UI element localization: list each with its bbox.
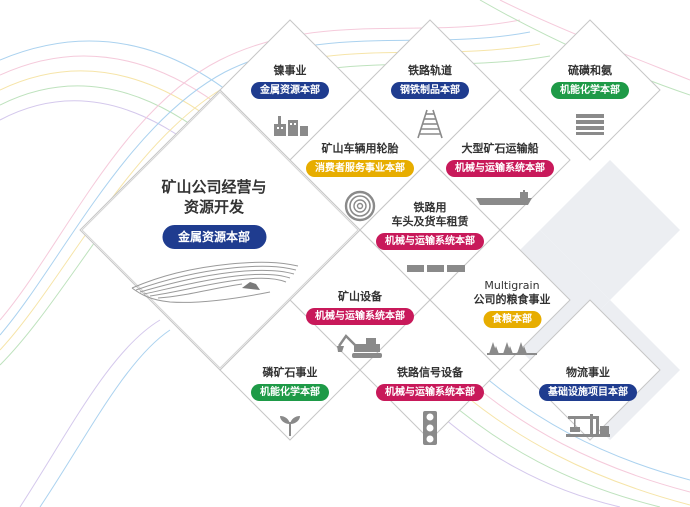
nickel-title: 镍事业 bbox=[273, 64, 307, 77]
rail-track-department-badge: 钢铁制品本部 bbox=[391, 82, 469, 99]
sulfur-department-badge: 机能化学本部 bbox=[551, 82, 629, 99]
excavator-icon bbox=[337, 334, 382, 358]
multigrain-department-badge: 食粮本部 bbox=[483, 311, 541, 328]
rail-signal-title: 铁路信号设备 bbox=[397, 366, 463, 379]
grain-field-icon bbox=[487, 342, 537, 355]
locomotive-department-badge: 机械与运输系统本部 bbox=[376, 233, 484, 250]
plant-icon bbox=[274, 116, 308, 136]
center-title-line1: 矿山公司经营与 bbox=[161, 178, 267, 196]
multigrain-cell: Multigrain 公司的粮食事业 食粮本部 bbox=[474, 279, 551, 328]
stacked-sheets-icon bbox=[576, 114, 604, 135]
logistics-cell: 物流事业 基础设施项目本部 bbox=[539, 366, 637, 401]
locomotive-title-line2: 车头及货车租赁 bbox=[391, 215, 469, 228]
train-icon bbox=[407, 265, 465, 272]
phosphate-title: 磷矿石事业 bbox=[262, 366, 318, 379]
multigrain-title-line1: Multigrain bbox=[484, 279, 540, 292]
sulfur-cell: 硫磺和氨 机能化学本部 bbox=[551, 64, 629, 99]
rail-signal-cell: 铁路信号设备 机械与运输系统本部 bbox=[376, 366, 484, 401]
phosphate-department-badge: 机能化学本部 bbox=[251, 384, 329, 401]
mining-equipment-title: 矿山设备 bbox=[338, 290, 382, 303]
center-title-line2: 资源开发 bbox=[183, 198, 245, 216]
traffic-signal-icon bbox=[423, 411, 437, 445]
locomotive-title-line1: 铁路用 bbox=[413, 201, 447, 214]
mining-equipment-department-badge: 机械与运输系统本部 bbox=[306, 308, 414, 325]
logistics-department-badge: 基础设施项目本部 bbox=[539, 384, 637, 401]
port-crane-icon bbox=[566, 414, 610, 437]
logistics-title: 物流事业 bbox=[566, 366, 610, 379]
sprout-icon bbox=[280, 416, 300, 436]
center-department-badge: 金属资源本部 bbox=[161, 225, 267, 249]
nickel-department-badge: 金属资源本部 bbox=[251, 82, 329, 99]
ore-ship-cell: 大型矿石运输船 机械与运输系统本部 bbox=[446, 142, 554, 177]
center-mining-cell: 矿山公司经营与 资源开发 金属资源本部 bbox=[161, 177, 267, 249]
ore-ship-department-badge: 机械与运输系统本部 bbox=[446, 160, 554, 177]
mining-equipment-cell: 矿山设备 机械与运输系统本部 bbox=[306, 290, 414, 325]
locomotive-cell: 铁路用 车头及货车租赁 机械与运输系统本部 bbox=[376, 201, 484, 250]
ore-ship-title: 大型矿石运输船 bbox=[461, 142, 539, 155]
ship-icon bbox=[476, 190, 532, 205]
tire-icon bbox=[344, 190, 376, 222]
mining-tires-department-badge: 消费者服务事业本部 bbox=[306, 160, 414, 177]
open-pit-mine-icon bbox=[131, 261, 299, 303]
sulfur-title: 硫磺和氨 bbox=[568, 64, 612, 77]
rail-signal-department-badge: 机械与运输系统本部 bbox=[376, 384, 484, 401]
rail-track-cell: 铁路轨道 钢铁制品本部 bbox=[391, 64, 469, 99]
mining-tires-title: 矿山车辆用轮胎 bbox=[321, 142, 399, 155]
nickel-cell: 镍事业 金属资源本部 bbox=[251, 64, 329, 99]
rail-track-icon bbox=[417, 109, 443, 139]
rail-track-title: 铁路轨道 bbox=[408, 64, 452, 77]
mining-tires-cell: 矿山车辆用轮胎 消费者服务事业本部 bbox=[306, 142, 414, 177]
phosphate-cell: 磷矿石事业 机能化学本部 bbox=[251, 366, 329, 401]
multigrain-title-line2: 公司的粮食事业 bbox=[473, 293, 551, 306]
